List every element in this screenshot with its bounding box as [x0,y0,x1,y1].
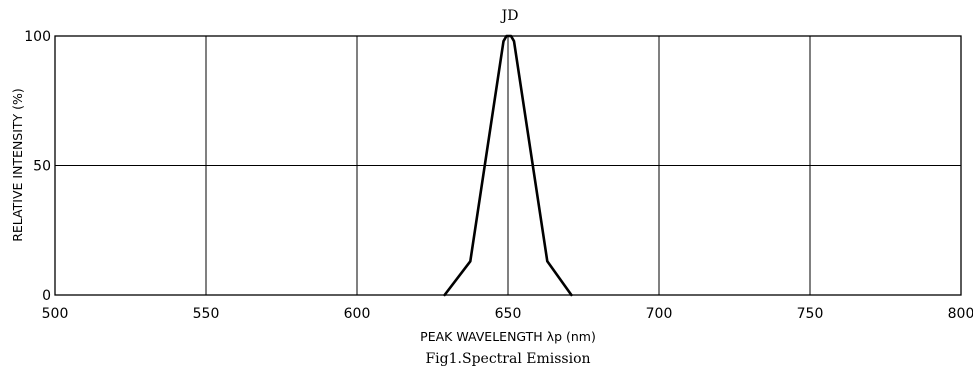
x-tick-label: 500 [42,306,69,322]
y-tick-label: 100 [24,29,51,45]
emission-curve [443,34,573,297]
grid [54,35,962,296]
y-tick-label: 50 [33,159,51,175]
x-tick-labels: 500 550 600 650 700 750 800 [42,306,973,322]
figure-caption: Fig1.Spectral Emission [425,351,590,367]
x-axis-label: PEAK WAVELENGTH λp (nm) [420,329,596,344]
x-tick-label: 700 [646,306,673,322]
x-tick-label: 650 [495,306,522,322]
x-tick-label: 750 [797,306,824,322]
chart-title: JD [500,8,519,24]
x-tick-label: 800 [948,306,973,322]
x-tick-label: 550 [193,306,220,322]
y-tick-label: 0 [42,288,51,304]
y-tick-labels: 0 50 100 [24,29,51,304]
x-tick-label: 600 [344,306,371,322]
y-axis-label: RELATIVE INTENSITY (%) [10,88,25,242]
